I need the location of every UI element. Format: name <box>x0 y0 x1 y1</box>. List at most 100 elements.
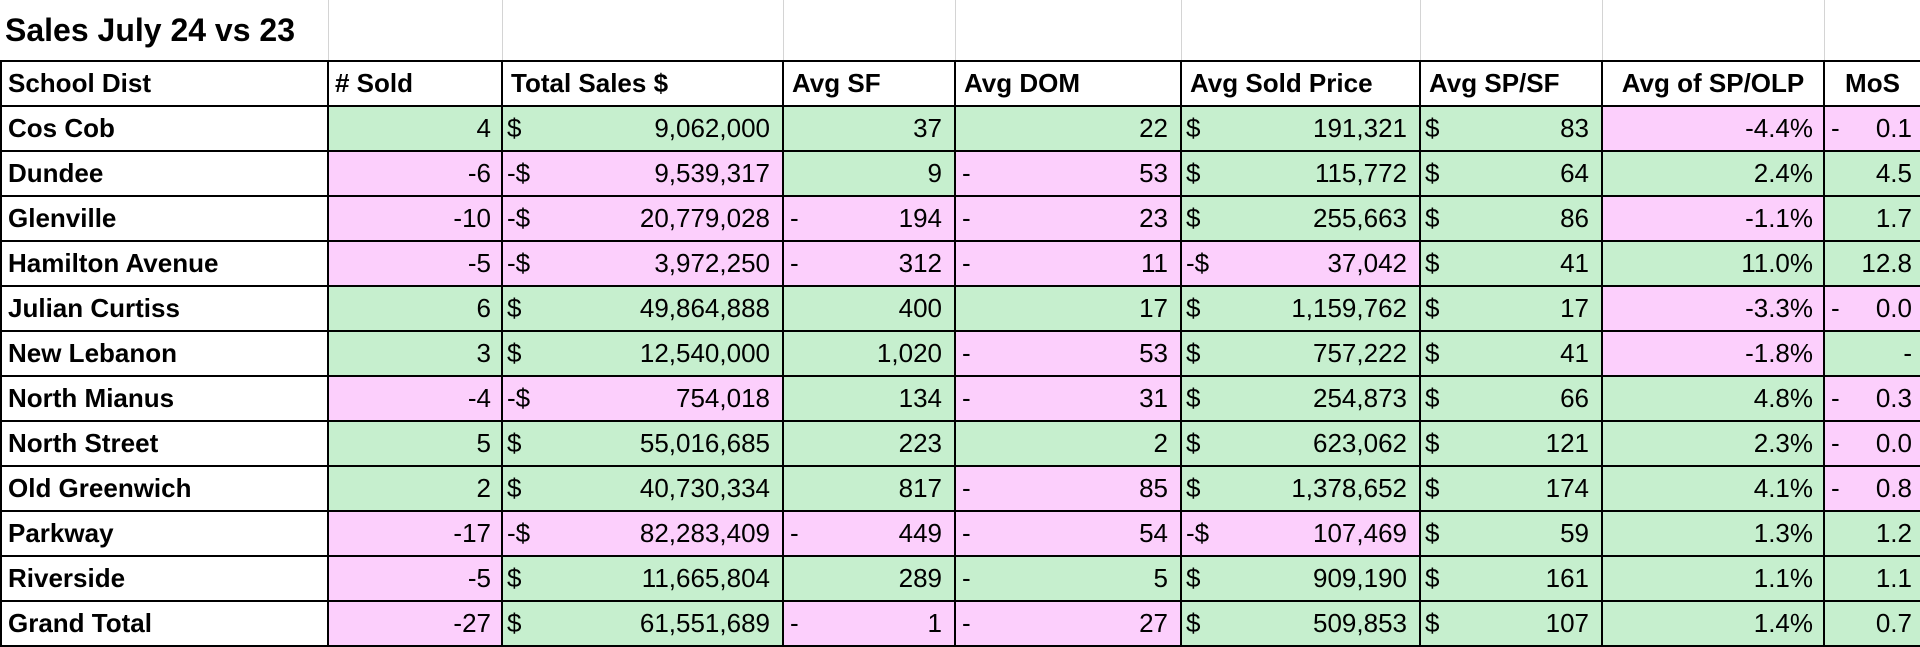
cell-avg-sp-olp[interactable]: 1.4% <box>1601 600 1825 647</box>
cell-avg-dom[interactable]: - 31 <box>954 375 1182 422</box>
header-avg-sf[interactable]: Avg SF <box>782 60 956 107</box>
cell-avg-dom[interactable]: - 23 <box>954 195 1182 242</box>
cell-avg-sf[interactable]: 134 <box>782 375 956 422</box>
cell-school-dist[interactable]: Dundee <box>0 150 329 197</box>
empty-cell[interactable] <box>1823 0 1920 62</box>
cell-avg-sp-olp[interactable]: -3.3% <box>1601 285 1825 332</box>
cell-sold[interactable]: 4 <box>327 105 503 152</box>
cell-avg-sf[interactable]: 1,020 <box>782 330 956 377</box>
empty-cell[interactable] <box>782 0 956 62</box>
cell-avg-sold-price[interactable]: $254,873 <box>1180 375 1421 422</box>
cell-avg-sp-sf[interactable]: $161 <box>1419 555 1603 602</box>
cell-mos[interactable]: 4.5 <box>1823 150 1920 197</box>
cell-total-sales[interactable]: -$ 754,018 <box>501 375 784 422</box>
cell-total-sales[interactable]: -$ 82,283,409 <box>501 510 784 557</box>
empty-cell[interactable] <box>1419 0 1603 62</box>
cell-avg-sp-olp[interactable]: 2.4% <box>1601 150 1825 197</box>
cell-total-sales[interactable]: $12,540,000 <box>501 330 784 377</box>
cell-school-dist[interactable]: New Lebanon <box>0 330 329 377</box>
cell-total-sales[interactable]: -$ 3,972,250 <box>501 240 784 287</box>
cell-avg-sp-sf[interactable]: $64 <box>1419 150 1603 197</box>
cell-total-sales[interactable]: -$ 20,779,028 <box>501 195 784 242</box>
cell-total-sales[interactable]: $55,016,685 <box>501 420 784 467</box>
cell-avg-sold-price[interactable]: $623,062 <box>1180 420 1421 467</box>
cell-avg-sf[interactable]: 9 <box>782 150 956 197</box>
cell-avg-sp-olp[interactable]: 1.1% <box>1601 555 1825 602</box>
cell-mos[interactable]: 12.8 <box>1823 240 1920 287</box>
cell-avg-sf[interactable]: - 194 <box>782 195 956 242</box>
header-avg-sp-olp[interactable]: Avg of SP/OLP <box>1601 60 1825 107</box>
cell-avg-sp-sf[interactable]: $86 <box>1419 195 1603 242</box>
cell-avg-sp-sf[interactable]: $83 <box>1419 105 1603 152</box>
cell-sold[interactable]: -6 <box>327 150 503 197</box>
empty-cell[interactable] <box>1180 0 1421 62</box>
header-avg-sold-price[interactable]: Avg Sold Price <box>1180 60 1421 107</box>
cell-mos[interactable]: - <box>1823 330 1920 377</box>
cell-mos[interactable]: 0.7 <box>1823 600 1920 647</box>
cell-avg-dom[interactable]: 17 <box>954 285 1182 332</box>
cell-avg-sold-price[interactable]: $115,772 <box>1180 150 1421 197</box>
cell-school-dist[interactable]: Parkway <box>0 510 329 557</box>
cell-avg-sp-olp[interactable]: -1.1% <box>1601 195 1825 242</box>
cell-avg-sp-olp[interactable]: 4.1% <box>1601 465 1825 512</box>
cell-avg-sf[interactable]: -1 <box>782 600 956 647</box>
cell-avg-dom[interactable]: - 53 <box>954 150 1182 197</box>
cell-avg-sf[interactable]: - 449 <box>782 510 956 557</box>
cell-avg-sold-price[interactable]: $909,190 <box>1180 555 1421 602</box>
cell-avg-sp-sf[interactable]: $17 <box>1419 285 1603 332</box>
cell-avg-sp-sf[interactable]: $174 <box>1419 465 1603 512</box>
header-school-dist[interactable]: School Dist <box>0 60 329 107</box>
cell-school-dist[interactable]: Old Greenwich <box>0 465 329 512</box>
cell-sold[interactable]: -27 <box>327 600 503 647</box>
cell-school-dist[interactable]: Grand Total <box>0 600 329 647</box>
cell-sold[interactable]: -17 <box>327 510 503 557</box>
cell-school-dist[interactable]: Riverside <box>0 555 329 602</box>
cell-total-sales[interactable]: -$ 9,539,317 <box>501 150 784 197</box>
header-sold[interactable]: # Sold <box>327 60 503 107</box>
cell-avg-sp-sf[interactable]: $107 <box>1419 600 1603 647</box>
cell-sold[interactable]: -4 <box>327 375 503 422</box>
cell-sold[interactable]: -5 <box>327 555 503 602</box>
empty-cell[interactable] <box>501 0 784 62</box>
cell-mos[interactable]: 1.7 <box>1823 195 1920 242</box>
cell-avg-sf[interactable]: - 312 <box>782 240 956 287</box>
cell-avg-dom[interactable]: 22 <box>954 105 1182 152</box>
cell-mos[interactable]: - 0.1 <box>1823 105 1920 152</box>
cell-avg-sp-sf[interactable]: $59 <box>1419 510 1603 557</box>
cell-sold[interactable]: -5 <box>327 240 503 287</box>
cell-avg-dom[interactable]: -5 <box>954 555 1182 602</box>
cell-sold[interactable]: -10 <box>327 195 503 242</box>
cell-avg-dom[interactable]: 2 <box>954 420 1182 467</box>
cell-mos[interactable]: 1.2 <box>1823 510 1920 557</box>
cell-avg-sold-price[interactable]: -$ 37,042 <box>1180 240 1421 287</box>
empty-cell[interactable] <box>954 0 1182 62</box>
cell-school-dist[interactable]: Glenville <box>0 195 329 242</box>
empty-cell[interactable] <box>1601 0 1825 62</box>
cell-avg-dom[interactable]: - 27 <box>954 600 1182 647</box>
cell-total-sales[interactable]: $40,730,334 <box>501 465 784 512</box>
cell-avg-sp-olp[interactable]: 11.0% <box>1601 240 1825 287</box>
cell-avg-sf[interactable]: 400 <box>782 285 956 332</box>
header-avg-dom[interactable]: Avg DOM <box>954 60 1182 107</box>
cell-avg-sp-olp[interactable]: -4.4% <box>1601 105 1825 152</box>
cell-avg-dom[interactable]: - 53 <box>954 330 1182 377</box>
cell-avg-sf[interactable]: 223 <box>782 420 956 467</box>
cell-total-sales[interactable]: $11,665,804 <box>501 555 784 602</box>
cell-avg-sp-olp[interactable]: 1.3% <box>1601 510 1825 557</box>
cell-total-sales[interactable]: $61,551,689 <box>501 600 784 647</box>
cell-avg-sold-price[interactable]: $255,663 <box>1180 195 1421 242</box>
cell-avg-sold-price[interactable]: $509,853 <box>1180 600 1421 647</box>
cell-avg-sp-olp[interactable]: -1.8% <box>1601 330 1825 377</box>
cell-school-dist[interactable]: Julian Curtiss <box>0 285 329 332</box>
cell-total-sales[interactable]: $49,864,888 <box>501 285 784 332</box>
cell-avg-sp-sf[interactable]: $41 <box>1419 330 1603 377</box>
cell-mos[interactable]: - 0.3 <box>1823 375 1920 422</box>
header-avg-sp-sf[interactable]: Avg SP/SF <box>1419 60 1603 107</box>
cell-avg-sp-sf[interactable]: $66 <box>1419 375 1603 422</box>
cell-school-dist[interactable]: Cos Cob <box>0 105 329 152</box>
cell-avg-dom[interactable]: - 54 <box>954 510 1182 557</box>
cell-school-dist[interactable]: Hamilton Avenue <box>0 240 329 287</box>
cell-mos[interactable]: - 0.8 <box>1823 465 1920 512</box>
cell-avg-sold-price[interactable]: $1,378,652 <box>1180 465 1421 512</box>
cell-mos[interactable]: 1.1 <box>1823 555 1920 602</box>
